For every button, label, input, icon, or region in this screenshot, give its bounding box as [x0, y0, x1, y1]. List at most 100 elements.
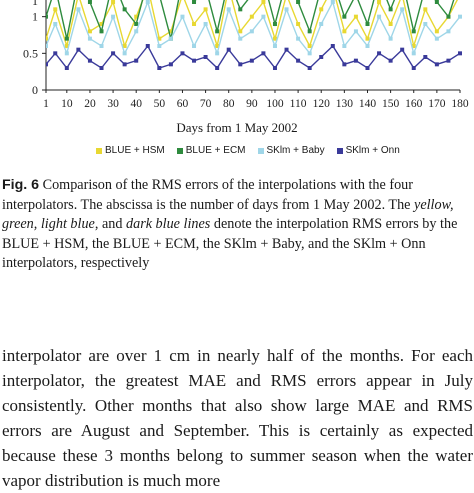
- series-line: [46, 0, 461, 56]
- data-point: [365, 22, 370, 26]
- data-point: [168, 29, 173, 34]
- data-point: [99, 44, 104, 48]
- data-point: [64, 44, 69, 48]
- data-point: [145, 0, 150, 5]
- data-point: [249, 29, 254, 34]
- x-tick-label: 100: [266, 98, 284, 110]
- figure-number: Fig. 6: [2, 177, 40, 193]
- data-point: [157, 44, 162, 48]
- data-point: [423, 55, 428, 59]
- data-point: [76, 7, 81, 12]
- data-point: [272, 66, 277, 70]
- data-point: [446, 29, 451, 34]
- data-point: [377, 0, 382, 5]
- data-point: [111, 14, 116, 19]
- data-point: [319, 7, 324, 12]
- data-point: [377, 51, 382, 56]
- x-tick-label: 160: [405, 98, 423, 110]
- data-point: [342, 29, 347, 34]
- data-point: [215, 51, 220, 56]
- x-tick-label: 50: [154, 98, 166, 110]
- data-point: [261, 51, 266, 56]
- data-point: [226, 47, 231, 52]
- y-axis: 0 0.5 1 1: [23, 0, 47, 97]
- data-point: [388, 22, 393, 26]
- data-point: [134, 22, 139, 26]
- data-point: [53, 51, 58, 56]
- data-point: [122, 7, 127, 12]
- data-point: [411, 29, 416, 34]
- legend-swatch: [257, 147, 264, 154]
- data-point: [53, 22, 58, 26]
- chart-legend: BLUE + HSM BLUE + ECM SKlm + Baby SKlm + On…: [96, 145, 400, 156]
- data-point: [342, 14, 347, 19]
- data-point: [46, 62, 48, 67]
- data-point: [192, 0, 197, 5]
- caption-emphasis-2: dark blue lines: [126, 216, 211, 232]
- legend-swatch: [96, 147, 102, 154]
- data-point: [353, 14, 358, 19]
- x-tick-label: 140: [359, 98, 377, 110]
- x-tick-label: 10: [61, 98, 73, 110]
- data-point: [46, 36, 48, 41]
- data-point: [319, 55, 324, 59]
- data-point: [64, 51, 69, 56]
- data-point: [215, 66, 220, 70]
- data-point: [87, 58, 92, 63]
- data-point: [365, 66, 370, 70]
- legend-label: BLUE + ECM: [185, 145, 246, 156]
- data-point: [76, 47, 81, 52]
- data-point: [238, 7, 243, 12]
- data-point: [330, 0, 335, 5]
- data-point: [157, 66, 162, 70]
- data-point: [411, 51, 416, 56]
- data-point: [411, 44, 416, 48]
- series-blue-hsm: [46, 0, 458, 49]
- x-tick-label: 150: [382, 98, 400, 110]
- data-point: [122, 62, 127, 67]
- data-point: [388, 58, 393, 63]
- body-paragraph: interpolator are over 1 cm in nearly hal…: [2, 346, 473, 490]
- data-point: [307, 44, 312, 48]
- data-point: [111, 0, 116, 5]
- data-point: [145, 44, 150, 48]
- data-point: [261, 0, 266, 5]
- data-point: [87, 0, 92, 5]
- data-point: [249, 58, 254, 63]
- y-tick-label: 1: [32, 10, 38, 24]
- data-point: [46, 14, 48, 19]
- x-axis-label: Days from 1 May 2002: [176, 120, 298, 135]
- y-tick-label-top: 1: [32, 0, 38, 8]
- x-tick-label: 60: [177, 98, 189, 110]
- legend-label: BLUE + HSM: [105, 145, 165, 156]
- data-point: [353, 58, 358, 63]
- y-tick-label: 0.5: [23, 46, 38, 60]
- data-point: [411, 66, 416, 70]
- data-point: [238, 36, 243, 41]
- data-point: [365, 44, 370, 48]
- x-tick-label: 70: [200, 98, 212, 110]
- series-sklm-baby: [46, 0, 462, 56]
- data-point: [192, 22, 197, 26]
- data-point: [238, 29, 243, 34]
- data-point: [296, 22, 301, 26]
- data-point: [365, 36, 370, 41]
- data-point: [64, 36, 69, 41]
- legend-label: SKlm + Onn: [345, 145, 400, 156]
- data-point: [215, 44, 220, 48]
- data-point: [423, 7, 428, 12]
- x-tick-label: 40: [130, 98, 142, 110]
- data-point: [111, 51, 116, 56]
- data-point: [64, 66, 69, 70]
- x-tick-label: 130: [336, 98, 354, 110]
- data-point: [168, 62, 173, 67]
- y-tick-label: 0: [32, 83, 38, 97]
- data-point: [434, 29, 439, 34]
- data-point: [284, 7, 289, 12]
- data-point: [434, 36, 439, 41]
- data-point: [180, 51, 185, 56]
- data-point: [296, 58, 301, 63]
- legend-label: SKlm + Baby: [266, 145, 325, 156]
- data-point: [388, 36, 393, 41]
- caption-text-2: , and: [94, 216, 126, 232]
